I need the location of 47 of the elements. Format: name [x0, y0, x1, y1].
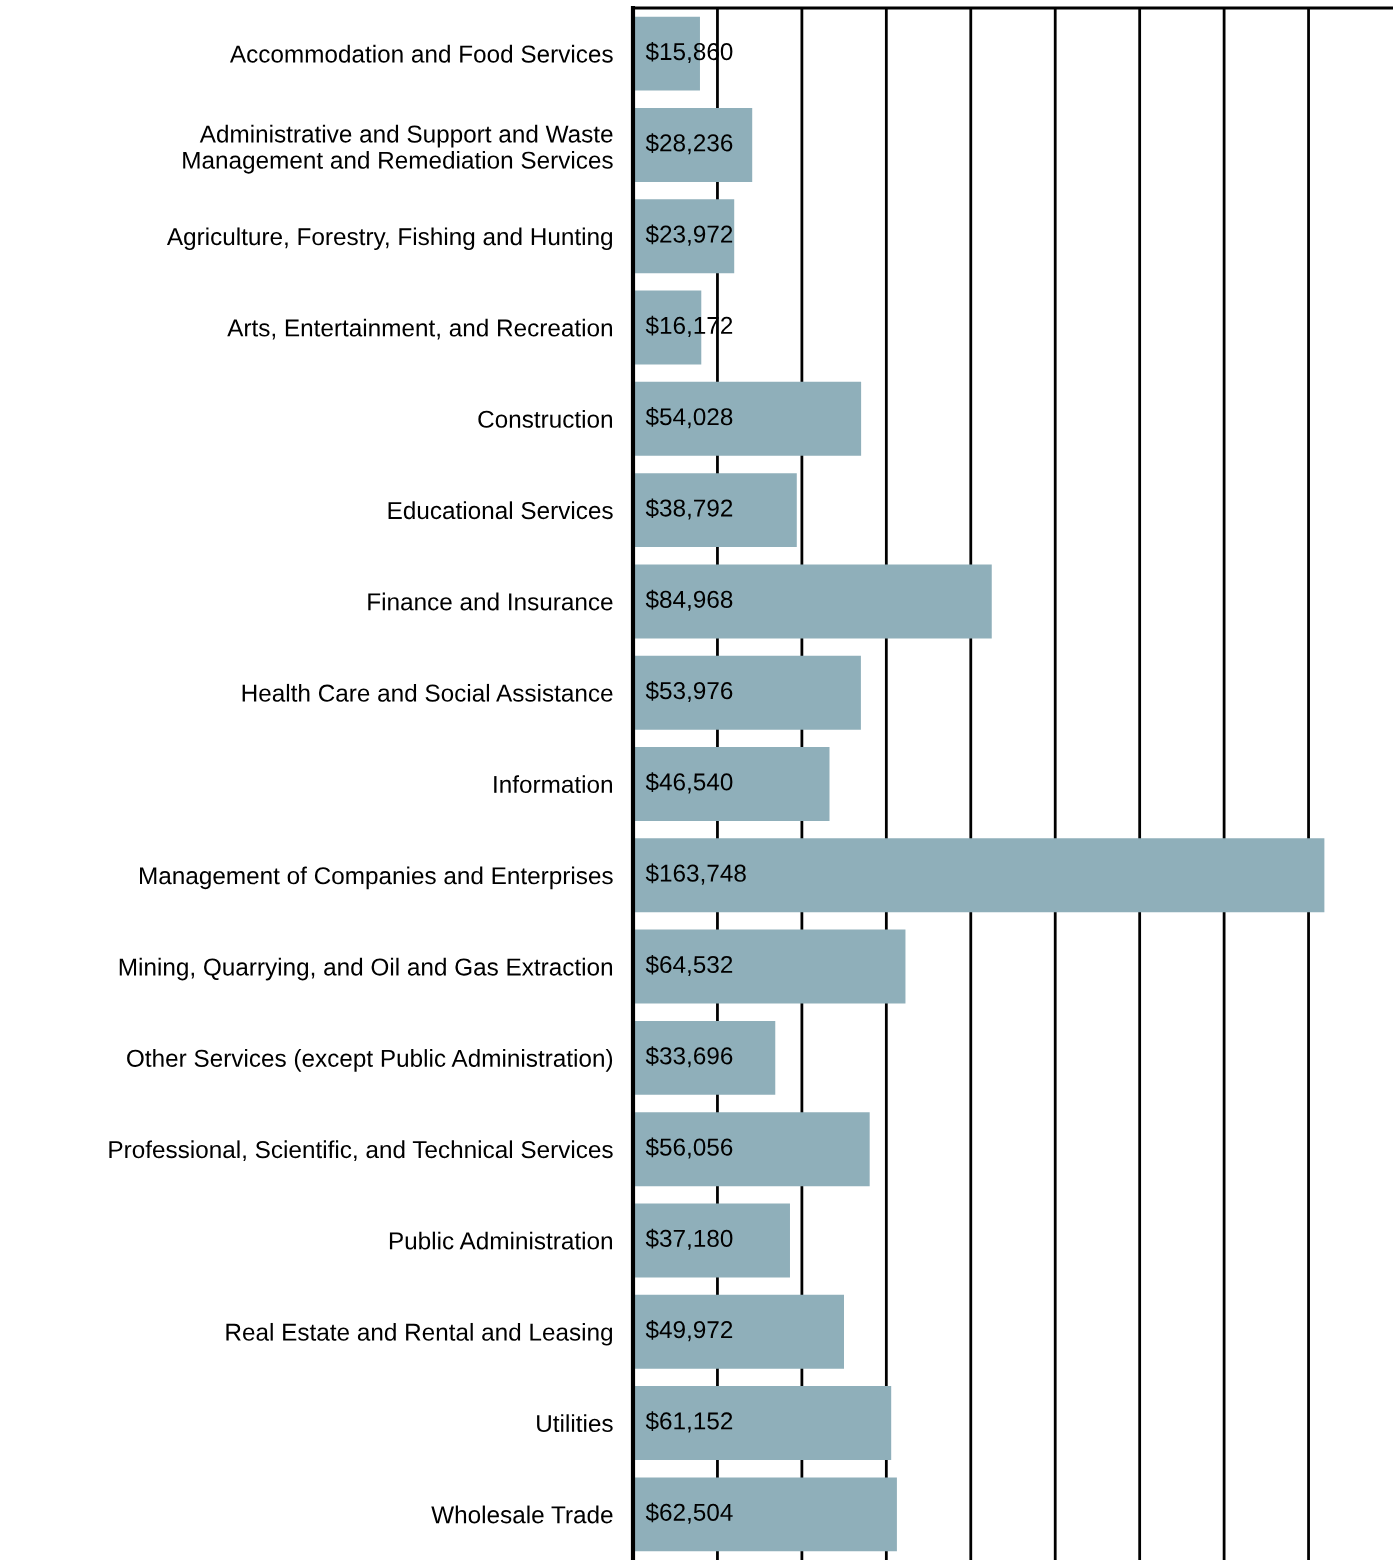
y-tick-label: Information: [494, 775, 612, 794]
data-label: $37,180: [645, 1228, 733, 1250]
data-label: $49,972: [645, 1320, 733, 1342]
data-label: $64,532: [645, 954, 733, 976]
bar: [633, 1477, 897, 1552]
y-tick-label: Construction: [478, 410, 612, 428]
data-label: $54,028: [645, 407, 733, 429]
y-tick-label: Health Care and Social Assistance: [242, 683, 613, 702]
bar: [633, 1386, 892, 1461]
data-label: $46,540: [645, 772, 733, 794]
bar: [633, 929, 906, 1004]
bar: [633, 473, 797, 548]
y-tick-label: Real Estate and Rental and Leasing: [226, 1322, 613, 1346]
bar: [633, 564, 992, 639]
y-tick-label: Other Services (except Public Administration): [127, 1049, 613, 1072]
data-label: $62,504: [645, 1502, 733, 1524]
data-label: $28,236: [645, 133, 733, 155]
bar: [633, 381, 862, 456]
bar: [633, 1112, 870, 1187]
y-tick-label: Mining, Quarrying, and Oil and Gas Extraction: [119, 957, 613, 981]
data-label: $23,972: [645, 224, 733, 246]
bar: [633, 1020, 776, 1095]
data-label: $84,968: [645, 589, 733, 611]
y-tick-label: Management of Companies and Enterprises: [140, 866, 613, 890]
data-label: $163,748: [645, 863, 746, 885]
y-tick-label: Public Administration: [389, 1231, 612, 1250]
bar: [633, 199, 735, 274]
data-label: $56,056: [645, 1137, 733, 1159]
y-tick-label: Professional, Scientific, and Technical Services: [109, 1140, 613, 1162]
y-tick-label: Finance and Insurance: [368, 592, 613, 611]
data-label: $53,976: [645, 681, 733, 703]
bar: [633, 1203, 790, 1278]
bar: [633, 1294, 844, 1369]
data-label: $38,792: [645, 498, 733, 520]
bar: [633, 655, 861, 730]
bar: [633, 838, 1325, 913]
y-tick-label: Administrative and Support and Waste Management and Remediation Services: [183, 124, 613, 174]
y-tick-label: Utilities: [537, 1414, 613, 1433]
data-label: $61,152: [645, 1411, 733, 1433]
y-tick-label: Arts, Entertainment, and Recreation: [227, 318, 612, 340]
data-label: $33,696: [645, 1046, 733, 1068]
y-tick-label: Agriculture, Forestry, Fishing and Hunting: [166, 227, 613, 251]
bar: [633, 107, 753, 182]
bar: [633, 747, 830, 821]
y-tick-label: Wholesale Trade: [431, 1505, 613, 1524]
y-tick-label: Accommodation and Food Services: [229, 44, 613, 63]
y-tick-label: Educational Services: [388, 501, 613, 520]
